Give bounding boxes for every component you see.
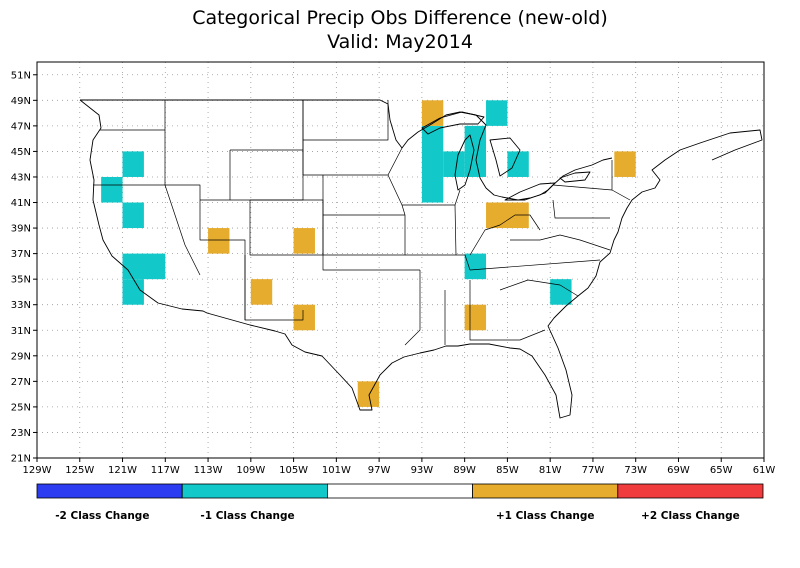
legend-swatch — [472, 483, 619, 499]
lon-tick-label: 109W — [236, 465, 265, 476]
lake-huron — [489, 137, 521, 177]
lat-tick-label: 45N — [11, 147, 31, 158]
difference-cell — [550, 279, 572, 305]
lat-tick-label: 43N — [11, 172, 31, 183]
legend-swatch — [36, 483, 183, 499]
map-frame — [36, 61, 765, 459]
lat-tick-label: 33N — [11, 300, 31, 311]
difference-cell — [208, 228, 230, 254]
difference-cell — [101, 176, 123, 203]
lon-tick-label: 65W — [710, 465, 733, 476]
us-basemap — [79, 99, 763, 419]
lat-tick-label: 37N — [11, 249, 31, 260]
lon-tick-label: 81W — [539, 465, 562, 476]
difference-cell — [122, 279, 144, 305]
lat-tick-label: 25N — [11, 402, 31, 413]
difference-cell — [122, 202, 144, 229]
legend-label: +2 Class Change — [641, 510, 740, 522]
state-borders — [93, 100, 631, 346]
lon-tick-label: 77W — [582, 465, 605, 476]
lon-tick-label: 89W — [453, 465, 476, 476]
difference-cell — [421, 125, 444, 203]
difference-cell — [122, 151, 144, 177]
legend-swatch — [326, 483, 473, 499]
lat-tick-label: 39N — [11, 224, 31, 235]
lat-tick-label: 31N — [11, 326, 31, 337]
lat-tick-label: 23N — [11, 428, 31, 439]
legend-swatch — [181, 483, 328, 499]
lon-tick-label: 113W — [194, 465, 223, 476]
us-outline — [79, 99, 763, 419]
lon-tick-label: 117W — [151, 465, 180, 476]
legend-label: -2 Class Change — [55, 510, 149, 522]
lat-tick-label: 27N — [11, 377, 31, 388]
lake-erie — [504, 182, 556, 201]
lon-tick-label: 61W — [753, 465, 776, 476]
lon-tick-label: 69W — [667, 465, 690, 476]
difference-cell — [250, 279, 273, 305]
map-axes: 129W 125W 121W 117W 113W 109W 105W 101W 97W 93W 89… — [11, 61, 776, 476]
lake-ontario — [559, 171, 591, 183]
legend: -2 Class Change -1 Class Change +1 Class C… — [36, 483, 764, 522]
difference-cell — [293, 228, 315, 254]
lat-tick-label: 41N — [11, 198, 31, 209]
lat-tick-label: 29N — [11, 351, 31, 362]
lon-tick-label: 129W — [23, 465, 52, 476]
lon-tick-label: 125W — [65, 465, 94, 476]
lake-superior — [421, 111, 485, 135]
difference-cell — [464, 253, 487, 280]
difference-cell — [486, 100, 508, 126]
map-subtitle: Valid: May2014 — [327, 31, 473, 53]
lon-tick-label: 101W — [322, 465, 351, 476]
lon-tick-label: 93W — [411, 465, 434, 476]
difference-cell — [293, 304, 315, 331]
difference-cell — [357, 381, 380, 407]
lon-tick-label: 97W — [368, 465, 391, 476]
lon-tick-label: 105W — [279, 465, 308, 476]
lat-tick-label: 35N — [11, 275, 31, 286]
difference-cell — [122, 253, 166, 280]
lon-tick-label: 121W — [108, 465, 137, 476]
lat-lon-grid — [37, 62, 764, 458]
lon-tick-label: 85W — [496, 465, 519, 476]
difference-cells — [101, 100, 636, 407]
lat-tick-label: 21N — [11, 454, 31, 465]
difference-cell — [464, 304, 487, 331]
map-title: Categorical Precip Obs Difference (new-o… — [192, 7, 608, 29]
legend-label: +1 Class Change — [496, 510, 595, 522]
difference-cell — [507, 151, 529, 177]
lat-tick-label: 51N — [11, 70, 31, 81]
difference-cell — [443, 151, 465, 177]
lon-tick-label: 73W — [624, 465, 647, 476]
difference-cell — [614, 151, 636, 177]
legend-label: -1 Class Change — [200, 510, 294, 522]
lat-tick-label: 47N — [11, 121, 31, 132]
lat-tick-label: 49N — [11, 96, 31, 107]
lake-michigan — [454, 134, 475, 191]
legend-swatch — [617, 483, 764, 499]
